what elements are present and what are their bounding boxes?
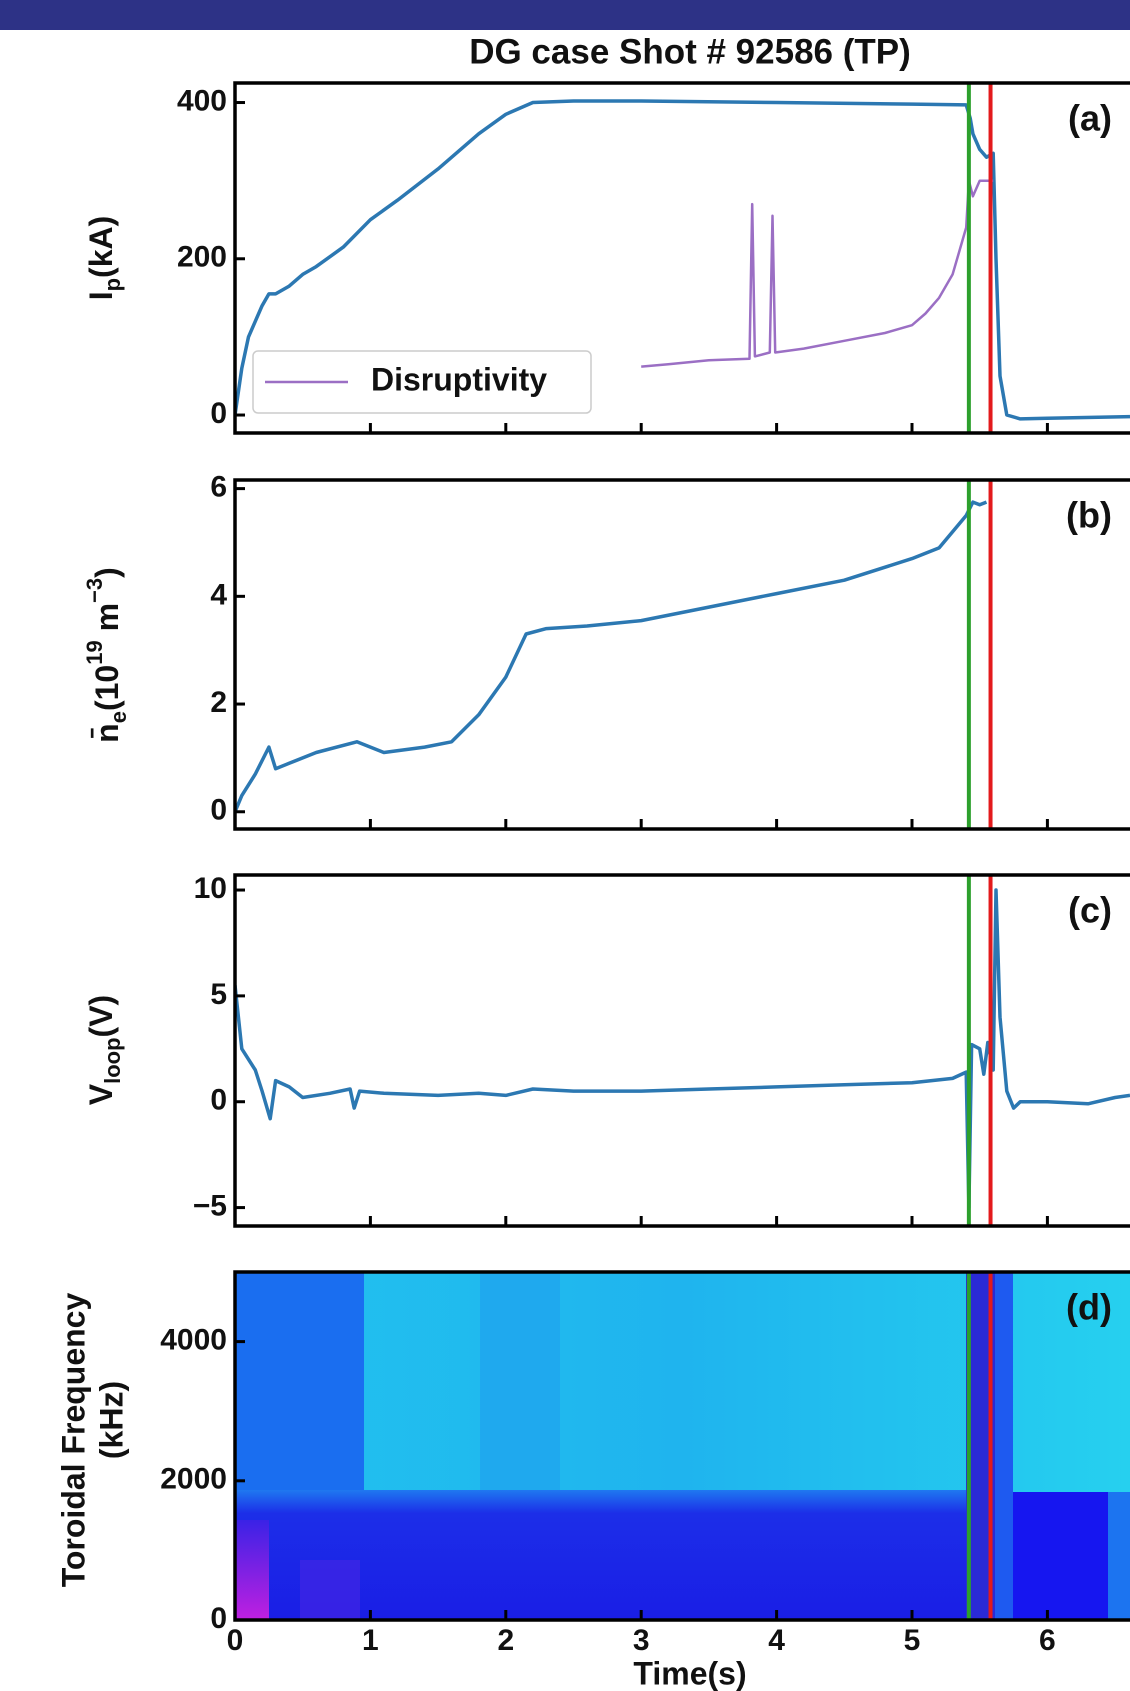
line-series (235, 500, 988, 813)
plot-area (235, 888, 1130, 1210)
y-label-part: V (83, 1083, 119, 1105)
y-axis-label: Ip(kA) (83, 216, 124, 301)
y-tick-label: 0 (210, 1602, 227, 1635)
y-label-part: p (100, 278, 125, 291)
axes-frame (233, 478, 1130, 831)
x-tick-label: 1 (362, 1624, 379, 1657)
x-tick-label: 0 (227, 1624, 244, 1657)
y-tick-label: 200 (177, 241, 227, 274)
axes-frame (233, 1270, 1130, 1622)
y-tick-label: 4000 (160, 1324, 227, 1357)
y-tick-label: 0 (210, 1084, 227, 1117)
y-tick-label: 2 (210, 686, 227, 719)
line-series (235, 888, 1130, 1210)
legend-box (252, 350, 592, 414)
y-axis-label: n̄e(1019 m−3) (82, 567, 131, 743)
y-tick-label: 4 (210, 578, 227, 611)
y-axis-label: (kHz) (93, 1381, 129, 1459)
y-tick-label: 0 (210, 397, 227, 430)
y-label-part: loop (100, 1037, 125, 1083)
y-label-part: 19 (82, 640, 107, 664)
legend-label: Disruptivity (371, 361, 547, 397)
y-label-part: (10 (89, 665, 125, 711)
y-label-part: −3 (82, 578, 107, 603)
chart-title: DG case Shot # 92586 (TP) (469, 32, 911, 71)
line-series (235, 99, 1130, 421)
axes-frame (233, 873, 1130, 1228)
y-tick-label: 10 (194, 872, 227, 905)
y-label-part: (kA) (83, 216, 119, 278)
x-tick-label: 5 (904, 1624, 921, 1657)
x-tick-label: 4 (768, 1624, 785, 1657)
y-tick-label: 400 (177, 84, 227, 117)
y-tick-label: 6 (210, 471, 227, 504)
top-bar (0, 0, 1130, 30)
panel-label: (b) (1066, 495, 1112, 536)
y-tick-label: −5 (193, 1190, 227, 1223)
y-label-part: I (83, 291, 119, 300)
y-axis-label: Toroidal Frequency (55, 1293, 91, 1588)
y-tick-label: 5 (210, 978, 227, 1011)
panel-label: (a) (1068, 98, 1112, 139)
panel-label: (d) (1066, 1287, 1112, 1328)
y-tick-label: 2000 (160, 1463, 227, 1496)
spectrogram (235, 1272, 1130, 1620)
axes-frame (233, 81, 1130, 435)
line-series (641, 179, 994, 368)
y-axis-label: Vloop(V) (83, 995, 124, 1105)
y-label-part: e (106, 711, 131, 723)
x-axis-label: Time(s) (633, 1655, 746, 1691)
panel-label: (c) (1068, 890, 1112, 931)
y-tick-label: 0 (210, 794, 227, 827)
x-tick-label: 6 (1039, 1624, 1056, 1657)
plot-area (235, 500, 988, 813)
y-label-part: ) (89, 567, 125, 578)
y-label-part: (V) (83, 995, 119, 1038)
x-tick-label: 2 (497, 1624, 514, 1657)
y-label-part: n̄ (89, 723, 125, 743)
y-label-part: m (89, 603, 125, 640)
x-tick-label: 3 (633, 1624, 650, 1657)
